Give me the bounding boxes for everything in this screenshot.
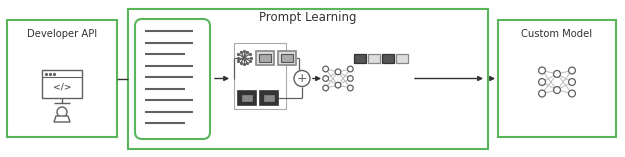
Bar (260, 90, 278, 105)
Bar (281, 54, 293, 62)
Bar (396, 54, 408, 62)
Bar (382, 54, 394, 62)
FancyBboxPatch shape (135, 19, 210, 139)
Circle shape (335, 82, 341, 88)
Text: +: + (297, 71, 308, 84)
Bar (42, 70, 82, 98)
Bar (238, 90, 256, 105)
Circle shape (322, 76, 329, 81)
Bar (264, 95, 274, 100)
Circle shape (569, 67, 576, 74)
Bar (7, 20, 117, 137)
Bar (242, 95, 252, 100)
Circle shape (539, 90, 546, 97)
Bar (259, 54, 271, 62)
Text: </>: </> (52, 82, 71, 92)
Text: Prompt Learning: Prompt Learning (259, 11, 357, 24)
Circle shape (322, 85, 329, 91)
Circle shape (569, 78, 576, 85)
Circle shape (335, 69, 341, 75)
Circle shape (554, 87, 561, 94)
Text: Developer API: Developer API (27, 29, 97, 39)
Circle shape (348, 85, 353, 91)
Polygon shape (54, 116, 70, 122)
Bar (278, 51, 296, 65)
Circle shape (539, 67, 546, 74)
Bar (354, 54, 366, 62)
Text: Custom Model: Custom Model (521, 29, 592, 39)
Circle shape (322, 66, 329, 72)
Bar (128, 9, 488, 149)
Circle shape (294, 70, 310, 87)
Bar (256, 51, 274, 65)
Circle shape (348, 66, 353, 72)
Bar (368, 54, 380, 62)
Circle shape (539, 78, 546, 85)
Circle shape (57, 107, 67, 117)
Circle shape (348, 76, 353, 81)
Circle shape (569, 90, 576, 97)
Bar (498, 20, 616, 137)
Circle shape (554, 70, 561, 77)
Bar (234, 43, 286, 108)
